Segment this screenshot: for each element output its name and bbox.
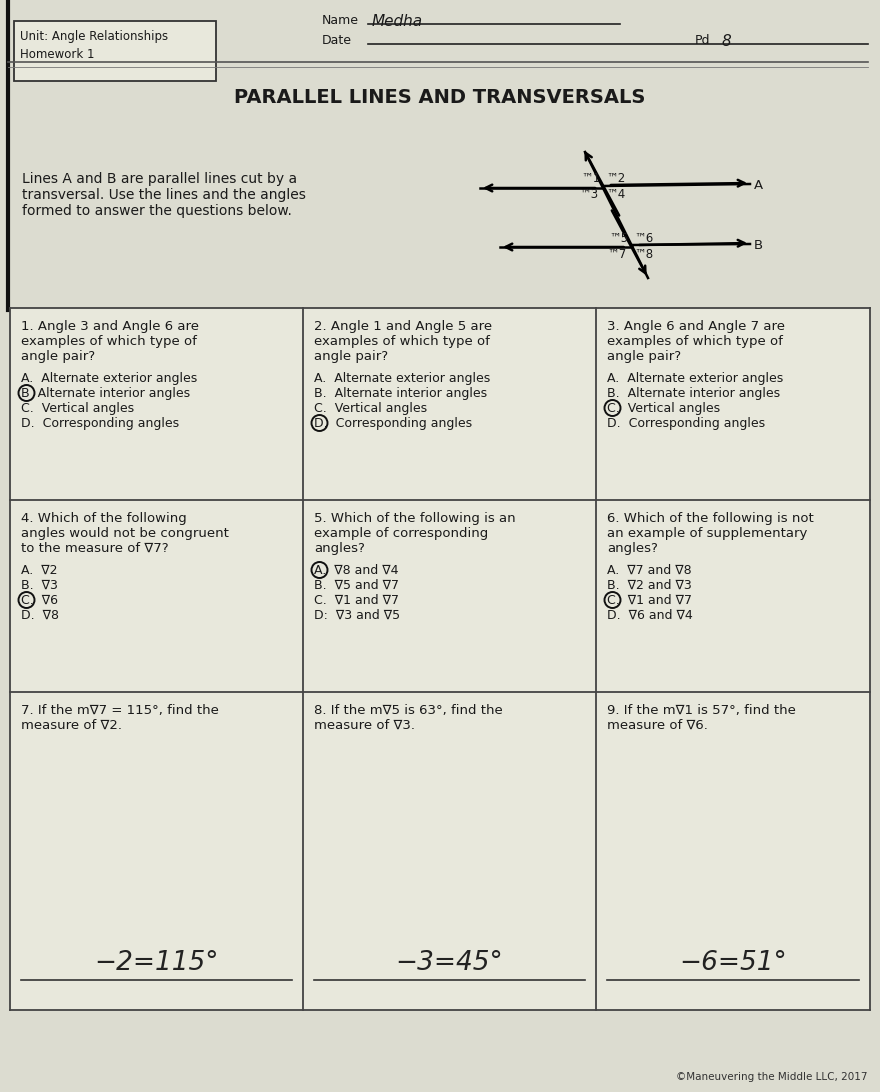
Text: 1. Angle 3 and Angle 6 are: 1. Angle 3 and Angle 6 are [21,320,199,333]
Text: C.  Vertical angles: C. Vertical angles [314,402,427,415]
Text: Pd: Pd [695,34,710,47]
Text: ™4: ™4 [606,188,626,201]
Text: measure of ∇2.: measure of ∇2. [21,719,122,732]
Text: Medha: Medha [372,14,423,29]
Text: ™7: ™7 [607,248,627,261]
Text: 7. If the m∇7 = 115°, find the: 7. If the m∇7 = 115°, find the [21,704,219,717]
Text: Lines A and B are parallel lines cut by a
transversal. Use the lines and the ang: Lines A and B are parallel lines cut by … [22,173,306,218]
Text: ™5: ™5 [610,232,628,245]
Text: C.  ∇1 and ∇7: C. ∇1 and ∇7 [314,594,399,607]
Text: D.  Corresponding angles: D. Corresponding angles [314,417,473,430]
Text: B.  ∇5 and ∇7: B. ∇5 and ∇7 [314,579,399,592]
Text: D.  ∇8: D. ∇8 [21,609,59,622]
Text: A.  Alternate exterior angles: A. Alternate exterior angles [607,372,783,385]
Text: Homework 1: Homework 1 [20,48,94,61]
Text: ™3: ™3 [579,188,598,201]
Text: B.  Alternate interior angles: B. Alternate interior angles [607,387,781,400]
Text: examples of which type of: examples of which type of [21,335,197,348]
Text: Unit: Angle Relationships: Unit: Angle Relationships [20,29,168,43]
Text: 4. Which of the following: 4. Which of the following [21,512,187,525]
Text: angles?: angles? [314,542,365,555]
Text: 9. If the m∇1 is 57°, find the: 9. If the m∇1 is 57°, find the [607,704,796,717]
Text: 6. Which of the following is not: 6. Which of the following is not [607,512,814,525]
Text: 2. Angle 1 and Angle 5 are: 2. Angle 1 and Angle 5 are [314,320,492,333]
Text: 3. Angle 6 and Angle 7 are: 3. Angle 6 and Angle 7 are [607,320,785,333]
Text: −2=115°: −2=115° [94,950,219,976]
Text: B.  ∇2 and ∇3: B. ∇2 and ∇3 [607,579,692,592]
Text: A.  ∇8 and ∇4: A. ∇8 and ∇4 [314,563,399,577]
Text: ™1: ™1 [581,173,600,185]
Text: B.  ∇3: B. ∇3 [21,579,58,592]
Text: ™6: ™6 [634,232,654,245]
Text: A.  Alternate exterior angles: A. Alternate exterior angles [21,372,197,385]
Text: C.  ∇1 and ∇7: C. ∇1 and ∇7 [607,594,692,607]
Text: C.  Vertical angles: C. Vertical angles [607,402,720,415]
Text: angles would not be congruent: angles would not be congruent [21,527,229,541]
Text: angle pair?: angle pair? [21,351,95,363]
Text: D:  ∇3 and ∇5: D: ∇3 and ∇5 [314,609,400,622]
Text: D.  ∇6 and ∇4: D. ∇6 and ∇4 [607,609,693,622]
Text: −3=45°: −3=45° [396,950,503,976]
Text: 8. If the m∇5 is 63°, find the: 8. If the m∇5 is 63°, find the [314,704,502,717]
Text: example of corresponding: example of corresponding [314,527,488,541]
Text: A.  ∇2: A. ∇2 [21,563,57,577]
Text: B  Alternate interior angles: B Alternate interior angles [21,387,190,400]
Text: Date: Date [322,34,352,47]
Text: to the measure of ∇7?: to the measure of ∇7? [21,542,169,555]
Text: Name: Name [322,14,359,27]
Text: A: A [754,179,763,192]
Text: ™2: ™2 [606,173,626,185]
Text: examples of which type of: examples of which type of [607,335,783,348]
Text: PARALLEL LINES AND TRANSVERSALS: PARALLEL LINES AND TRANSVERSALS [234,88,646,107]
Text: 5. Which of the following is an: 5. Which of the following is an [314,512,516,525]
Text: C.  Vertical angles: C. Vertical angles [21,402,134,415]
Text: A.  Alternate exterior angles: A. Alternate exterior angles [314,372,490,385]
Text: ™8: ™8 [634,248,654,261]
Text: angles?: angles? [607,542,658,555]
Text: B: B [754,239,763,252]
Text: measure of ∇6.: measure of ∇6. [607,719,708,732]
FancyBboxPatch shape [10,308,870,1010]
FancyBboxPatch shape [14,21,216,81]
Text: −6=51°: −6=51° [679,950,787,976]
Text: A.  ∇7 and ∇8: A. ∇7 and ∇8 [607,563,692,577]
Text: an example of supplementary: an example of supplementary [607,527,807,541]
Text: angle pair?: angle pair? [607,351,681,363]
Text: examples of which type of: examples of which type of [314,335,490,348]
Text: 8: 8 [722,34,732,49]
Text: measure of ∇3.: measure of ∇3. [314,719,415,732]
Text: D.  Corresponding angles: D. Corresponding angles [607,417,765,430]
Text: C.  ∇6: C. ∇6 [21,594,58,607]
Text: B.  Alternate interior angles: B. Alternate interior angles [314,387,488,400]
Text: angle pair?: angle pair? [314,351,388,363]
Text: ©Maneuvering the Middle LLC, 2017: ©Maneuvering the Middle LLC, 2017 [677,1072,868,1082]
Text: D.  Corresponding angles: D. Corresponding angles [21,417,180,430]
